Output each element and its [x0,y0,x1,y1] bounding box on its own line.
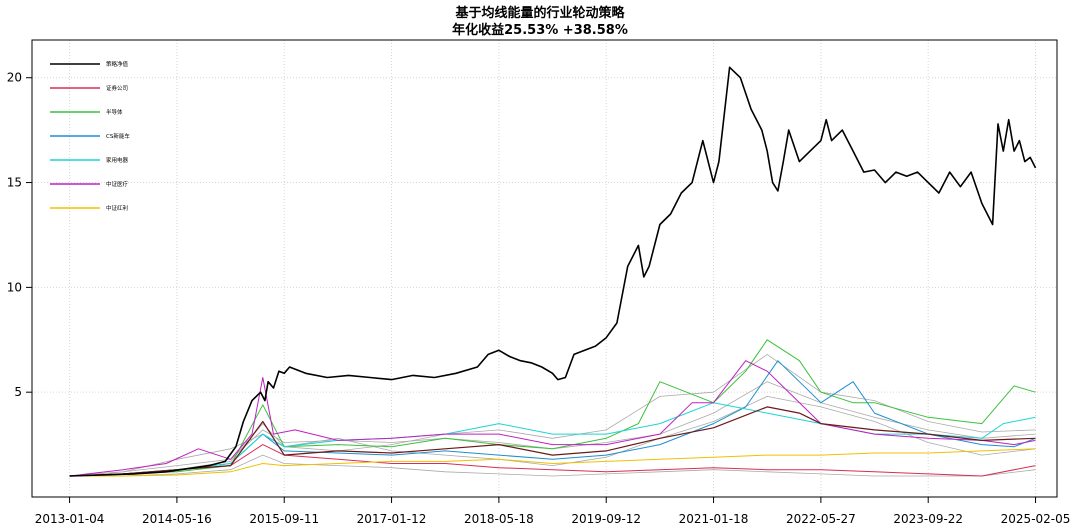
x-tick-label: 2015-09-11 [249,512,319,526]
x-tick-label: 2025-02-05 [1001,512,1071,526]
legend-label: 家用电器 [106,156,129,164]
y-tick-label: 20 [7,71,22,85]
series-line-unlabeled [69,381,1036,477]
legend-label: 半导体 [106,108,123,116]
chart-title: 基于均线能量的行业轮动策略 [454,5,625,21]
y-tick-label: 15 [7,176,22,190]
y-tick-label: 10 [7,280,22,294]
series-line-5 [69,402,1036,477]
series-line-6 [69,360,1036,477]
axes: 2013-01-04 2014-05-16 2015-09-11 2017-01-12… [7,71,1071,526]
series-line-1 [69,66,1037,477]
legend-label: 证券公司 [106,84,128,92]
y-tick-label: 5 [14,385,22,399]
x-tick-label: 2013-01-04 [35,512,105,526]
series-line-2 [69,444,1036,477]
x-tick-label: 2018-05-18 [464,512,534,526]
x-tick-label: 2019-09-12 [571,512,641,526]
chart-subtitle: 年化收益25.53% +38.58% [452,22,628,38]
series-line-4 [69,360,1036,477]
x-tick-label: 2023-09-22 [893,512,963,526]
legend-label: 中证医疗 [106,180,129,188]
series-lines [69,66,1037,477]
series-line-unlabeled [69,406,1036,477]
series-line-unlabeled [69,454,1036,477]
x-tick-label: 2014-05-16 [142,512,212,526]
series-line-3 [69,339,1036,477]
x-tick-label: 2017-01-12 [357,512,427,526]
series-line-7 [69,448,1036,477]
x-tick-label: 2021-01-18 [679,512,749,526]
legend-label: 策略净值 [106,60,129,68]
x-tick-label: 2022-05-27 [786,512,856,526]
plot-frame [31,39,1058,498]
legend-label: 中证红利 [106,204,128,212]
grid [32,40,1057,497]
legend-label: CS新能车 [106,132,130,140]
